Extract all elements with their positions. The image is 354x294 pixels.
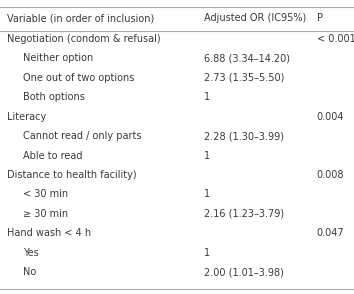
Text: P: P (317, 13, 323, 23)
Text: Hand wash < 4 h: Hand wash < 4 h (7, 228, 91, 238)
Text: Literacy: Literacy (7, 112, 46, 122)
Text: Negotiation (condom & refusal): Negotiation (condom & refusal) (7, 34, 161, 44)
Text: One out of two options: One out of two options (23, 73, 135, 83)
Text: < 0.001: < 0.001 (317, 34, 354, 44)
Text: 2.73 (1.35–5.50): 2.73 (1.35–5.50) (204, 73, 284, 83)
Text: 1: 1 (204, 151, 210, 161)
Text: 1: 1 (204, 248, 210, 258)
Text: 2.16 (1.23–3.79): 2.16 (1.23–3.79) (204, 209, 284, 219)
Text: Variable (in order of inclusion): Variable (in order of inclusion) (7, 13, 154, 23)
Text: Adjusted OR (IC95%): Adjusted OR (IC95%) (204, 13, 306, 23)
Text: 6.88 (3.34–14.20): 6.88 (3.34–14.20) (204, 53, 290, 63)
Text: 0.004: 0.004 (317, 112, 344, 122)
Text: 0.008: 0.008 (317, 170, 344, 180)
Text: 0.047: 0.047 (317, 228, 344, 238)
Text: 1: 1 (204, 189, 210, 199)
Text: 2.28 (1.30–3.99): 2.28 (1.30–3.99) (204, 131, 284, 141)
Text: Able to read: Able to read (23, 151, 82, 161)
Text: 2.00 (1.01–3.98): 2.00 (1.01–3.98) (204, 267, 284, 277)
Text: ≥ 30 min: ≥ 30 min (23, 209, 68, 219)
Text: Yes: Yes (23, 248, 39, 258)
Text: Both options: Both options (23, 92, 85, 102)
Text: < 30 min: < 30 min (23, 189, 68, 199)
Text: 1: 1 (204, 92, 210, 102)
Text: Distance to health facility): Distance to health facility) (7, 170, 137, 180)
Text: Cannot read / only parts: Cannot read / only parts (23, 131, 142, 141)
Text: Neither option: Neither option (23, 53, 93, 63)
Text: No: No (23, 267, 36, 277)
